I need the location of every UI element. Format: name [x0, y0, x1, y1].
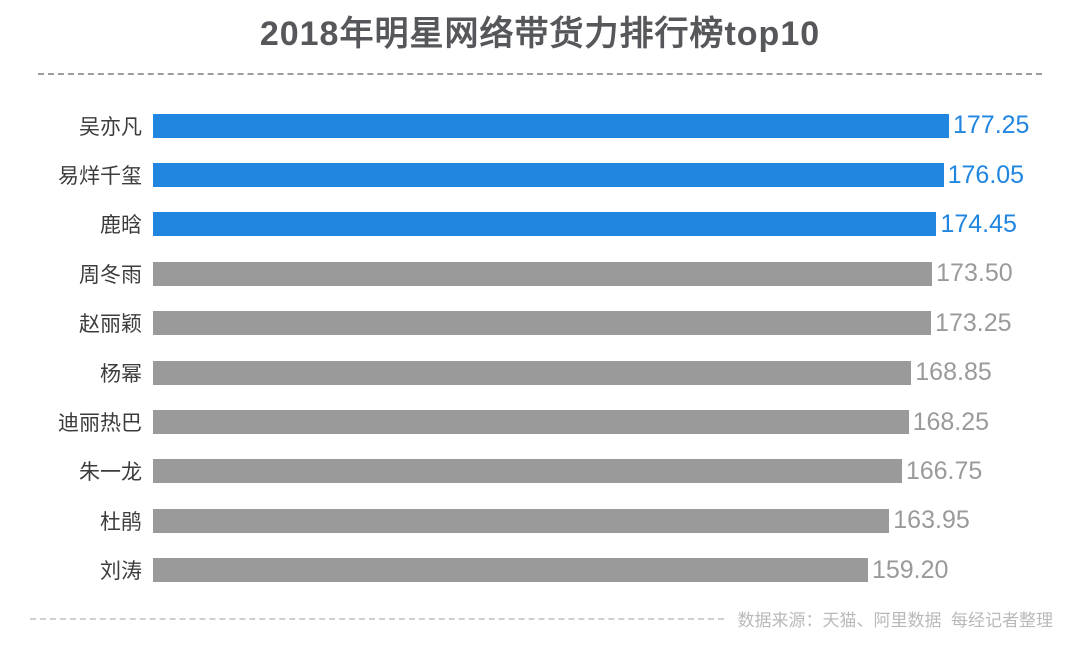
bar-track: 173.25: [153, 299, 1080, 348]
bar-value: 173.50: [936, 259, 1013, 288]
bar-track: 159.20: [153, 546, 1080, 595]
bar: [153, 163, 944, 188]
bar-track: 173.50: [153, 249, 1080, 298]
bar-value: 159.20: [871, 555, 949, 584]
top-dashed-divider: [38, 73, 1042, 75]
data-source-note: 数据来源：天猫、阿里数据 每经记者整理: [737, 611, 1053, 630]
chart-row: 杜鹃 163.95: [0, 496, 1080, 545]
bar-label: 易烊千玺: [58, 165, 142, 189]
chart-row: 迪丽热巴 168.25: [0, 397, 1080, 446]
chart-title: 2018年明星网络带货力排行榜top10: [259, 15, 821, 53]
bar-label: 赵丽颖: [79, 313, 142, 337]
bar-track: 177.25: [153, 101, 1080, 150]
bar-track: 174.45: [153, 200, 1080, 249]
chart-row: 鹿晗 174.45: [0, 200, 1080, 249]
bar: [153, 508, 890, 533]
chart-row: 赵丽颖 173.25: [0, 299, 1080, 348]
bar: [153, 261, 933, 286]
bar: [153, 212, 937, 237]
bar: [153, 113, 949, 138]
bar-label: 吴亦凡: [79, 115, 142, 139]
chart-footer: 数据来源：天猫、阿里数据 每经记者整理: [30, 606, 1053, 631]
bar-value: 163.95: [893, 506, 970, 535]
bar-label: 迪丽热巴: [58, 412, 142, 436]
chart-row: 周冬雨 173.50: [0, 249, 1080, 298]
chart-row: 易烊千玺 176.05: [0, 150, 1080, 199]
bar-track: 166.75: [153, 447, 1080, 496]
bar-label: 刘涛: [100, 560, 142, 584]
bar-track: 168.25: [153, 397, 1080, 446]
chart-row: 刘涛 159.20: [0, 546, 1080, 595]
bar-track: 168.85: [153, 348, 1080, 397]
bar: [153, 360, 912, 385]
bar-label: 杨幂: [100, 362, 142, 386]
bar-value: 173.25: [935, 308, 1012, 337]
bar-rows: 吴亦凡 177.25 易烊千玺 176.05 鹿晗 174.45 周冬雨 173…: [0, 101, 1080, 595]
bar-value: 174.45: [940, 209, 1017, 238]
bar-value: 177.25: [953, 111, 1030, 140]
bar-track: 163.95: [153, 496, 1080, 545]
chart-row: 朱一龙 166.75: [0, 447, 1080, 496]
bar: [153, 410, 909, 435]
bar-value: 168.85: [915, 358, 992, 387]
bottom-dashed-divider: [30, 617, 724, 620]
bar-track: 176.05: [153, 150, 1080, 199]
bar: [153, 311, 932, 336]
bar-value: 166.75: [905, 456, 983, 485]
bar-value: 168.25: [912, 407, 990, 436]
bar-label: 杜鹃: [100, 510, 142, 534]
bar-label: 周冬雨: [79, 263, 142, 287]
chart-row: 杨幂 168.85: [0, 348, 1080, 397]
bar-label: 朱一龙: [79, 461, 142, 485]
bar: [153, 558, 868, 583]
chart-row: 吴亦凡 177.25: [0, 101, 1080, 150]
bar-label: 鹿晗: [100, 214, 142, 238]
bar: [153, 459, 902, 484]
bar-value: 176.05: [947, 160, 1025, 189]
